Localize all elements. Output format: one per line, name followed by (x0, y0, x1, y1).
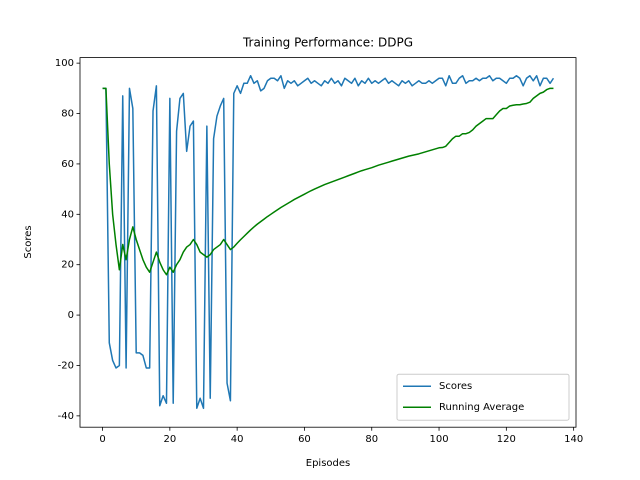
y-tick-label: 0 (68, 310, 74, 321)
data-line (102, 74, 555, 410)
chart-title: Training Performance: DDPG (242, 36, 413, 50)
y-axis-label: Scores (23, 225, 34, 258)
y-tick-label: 40 (61, 209, 74, 220)
legend-box (396, 373, 570, 421)
y-tick-label: 20 (61, 260, 74, 271)
data-line (102, 87, 554, 276)
x-axis-label: Episodes (306, 458, 350, 469)
x-tick-label: 120 (497, 434, 516, 445)
y-tick-label: -20 (58, 360, 74, 371)
x-tick-label: 60 (298, 434, 311, 445)
x-tick-label: 140 (564, 434, 583, 445)
y-tick-label: -40 (58, 411, 74, 422)
y-tick-label: 80 (61, 109, 74, 120)
x-tick-label: 80 (365, 434, 378, 445)
plot-frame (79, 57, 577, 428)
y-tick-label: 60 (61, 159, 74, 170)
y-tick-label: 100 (55, 58, 74, 69)
x-tick-label: 100 (429, 434, 448, 445)
x-tick-label: 40 (231, 434, 244, 445)
legend-label: Scores (439, 381, 472, 392)
x-tick-label: 20 (163, 434, 176, 445)
legend-label: Running Average (439, 402, 524, 413)
x-tick-label: 0 (99, 434, 105, 445)
